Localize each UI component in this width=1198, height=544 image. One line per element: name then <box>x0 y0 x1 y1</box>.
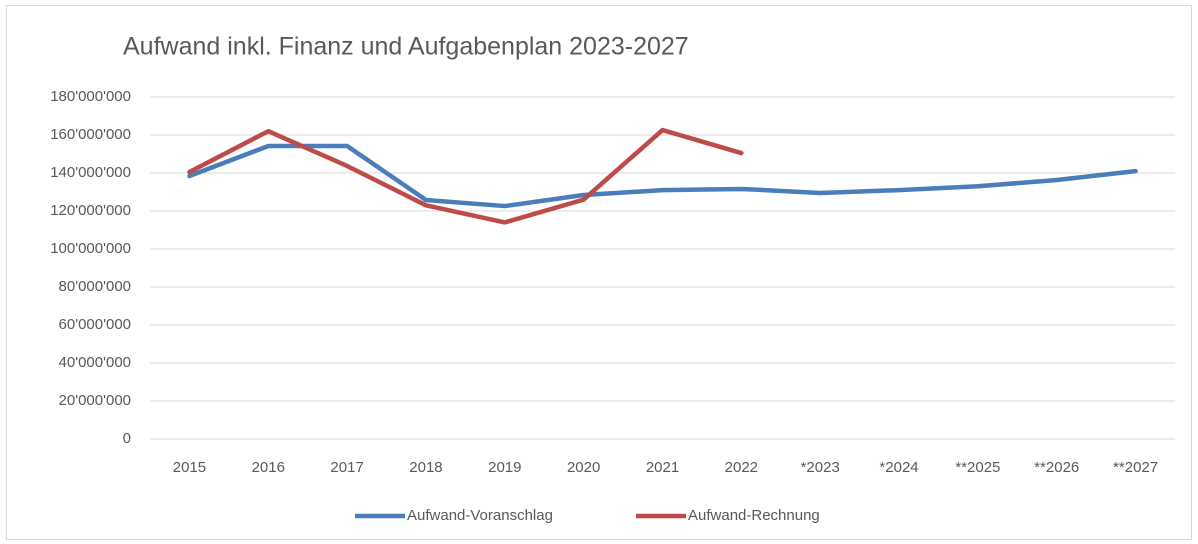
chart-border <box>6 5 1192 540</box>
y-tick-label: 140'000'000 <box>50 164 131 181</box>
x-tick-label: *2023 <box>801 459 840 476</box>
x-tick-label: *2024 <box>879 459 918 476</box>
legend-label: Aufwand-Rechnung <box>688 507 820 524</box>
x-tick-label: 2017 <box>330 459 363 476</box>
series-line <box>187 143 1138 209</box>
x-tick-label: **2026 <box>1034 459 1079 476</box>
x-tick-label: 2018 <box>409 459 442 476</box>
series-line <box>187 127 744 225</box>
x-tick-label: 2022 <box>725 459 758 476</box>
y-tick-label: 120'000'000 <box>50 202 131 219</box>
y-tick-label: 100'000'000 <box>50 240 131 257</box>
x-tick-label: 2019 <box>488 459 521 476</box>
x-tick-label: 2021 <box>646 459 679 476</box>
y-tick-label: 40'000'000 <box>59 354 131 371</box>
x-tick-label: **2027 <box>1113 459 1158 476</box>
legend-label: Aufwand-Voranschlag <box>407 507 553 524</box>
y-tick-label: 20'000'000 <box>59 392 131 409</box>
x-tick-label: 2016 <box>252 459 285 476</box>
y-tick-label: 80'000'000 <box>59 278 131 295</box>
y-tick-label: 180'000'000 <box>50 88 131 105</box>
x-tick-label: 2020 <box>567 459 600 476</box>
y-tick-label: 60'000'000 <box>59 316 131 333</box>
x-tick-label: **2025 <box>955 459 1000 476</box>
y-tick-label: 160'000'000 <box>50 126 131 143</box>
x-tick-label: 2015 <box>173 459 206 476</box>
chart-title: Aufwand inkl. Finanz und Aufgabenplan 20… <box>123 33 689 61</box>
y-tick-label: 0 <box>123 430 131 447</box>
